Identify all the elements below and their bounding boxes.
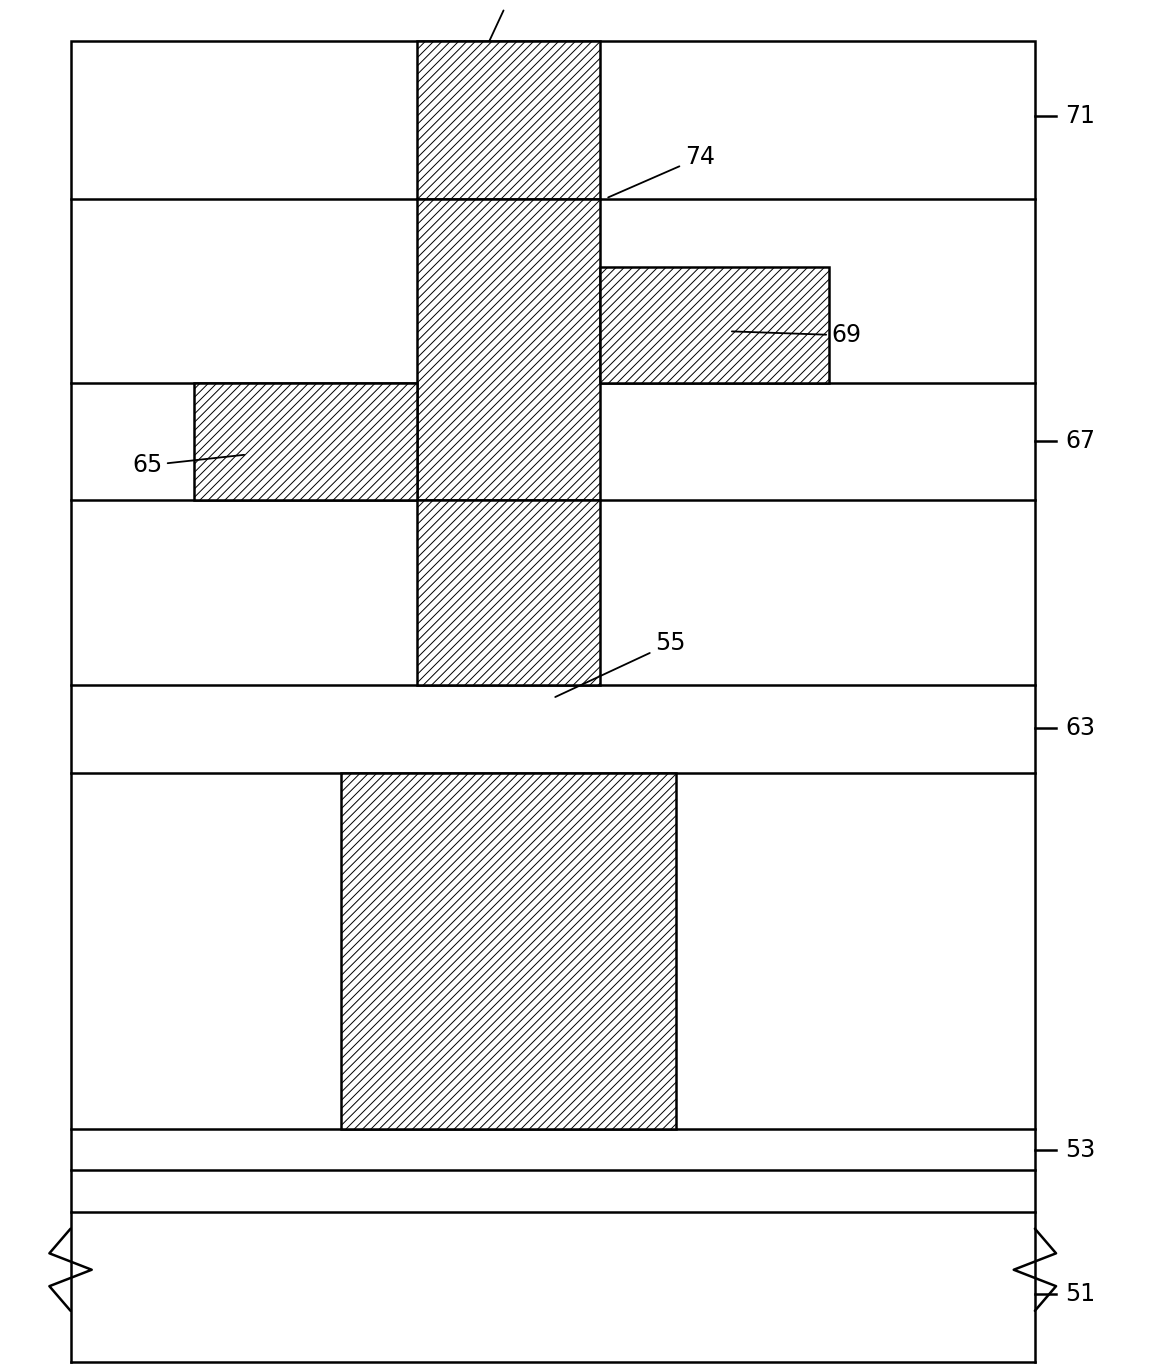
Text: 74: 74 [608, 145, 715, 197]
Bar [71, 41, 1035, 1212]
Bar [417, 41, 600, 199]
Text: 63: 63 [1065, 716, 1096, 741]
Text: 67: 67 [1065, 428, 1096, 453]
Text: 53: 53 [1065, 1138, 1096, 1162]
Text: 78: 78 [489, 0, 527, 41]
Bar [417, 199, 600, 500]
Text: 71: 71 [1065, 104, 1095, 129]
Text: 51: 51 [1065, 1281, 1096, 1306]
Bar [194, 383, 417, 500]
Bar [341, 773, 676, 1129]
Text: 69: 69 [731, 323, 862, 348]
Bar [600, 267, 829, 383]
Bar [417, 500, 600, 684]
Text: 65: 65 [132, 453, 245, 478]
Text: 55: 55 [555, 631, 686, 697]
